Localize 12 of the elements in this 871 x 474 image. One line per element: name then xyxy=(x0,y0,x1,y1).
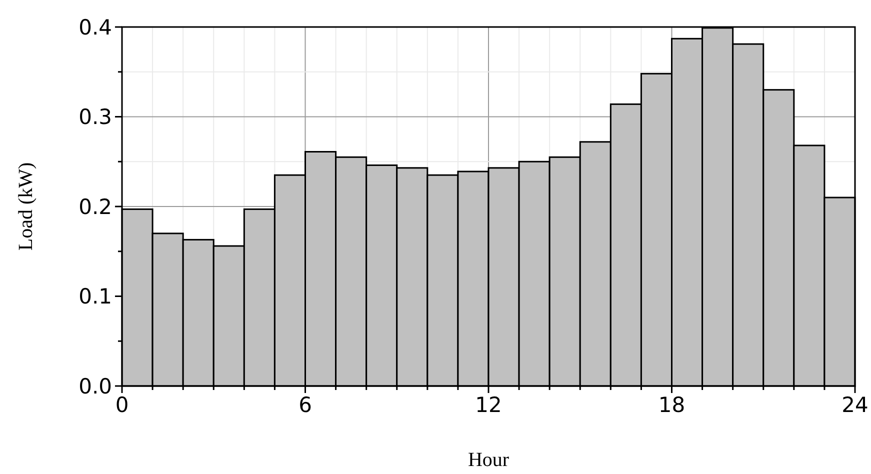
x-tick-label: 24 xyxy=(842,393,868,417)
x-tick-label: 18 xyxy=(658,393,686,417)
x-axis-title: Hour xyxy=(468,449,510,471)
x-tick-label: 12 xyxy=(475,393,502,417)
y-tick-label: 0.1 xyxy=(78,284,112,309)
y-tick-label: 0.2 xyxy=(78,194,112,219)
y-axis-title: Load (kW) xyxy=(15,162,37,251)
x-tick-label: 0 xyxy=(115,393,129,417)
x-tick-label: 6 xyxy=(298,393,312,417)
y-tick-label: 0.3 xyxy=(78,105,112,130)
y-tick-label: 0.4 xyxy=(78,15,112,40)
y-tick-label: 0.0 xyxy=(78,374,112,398)
